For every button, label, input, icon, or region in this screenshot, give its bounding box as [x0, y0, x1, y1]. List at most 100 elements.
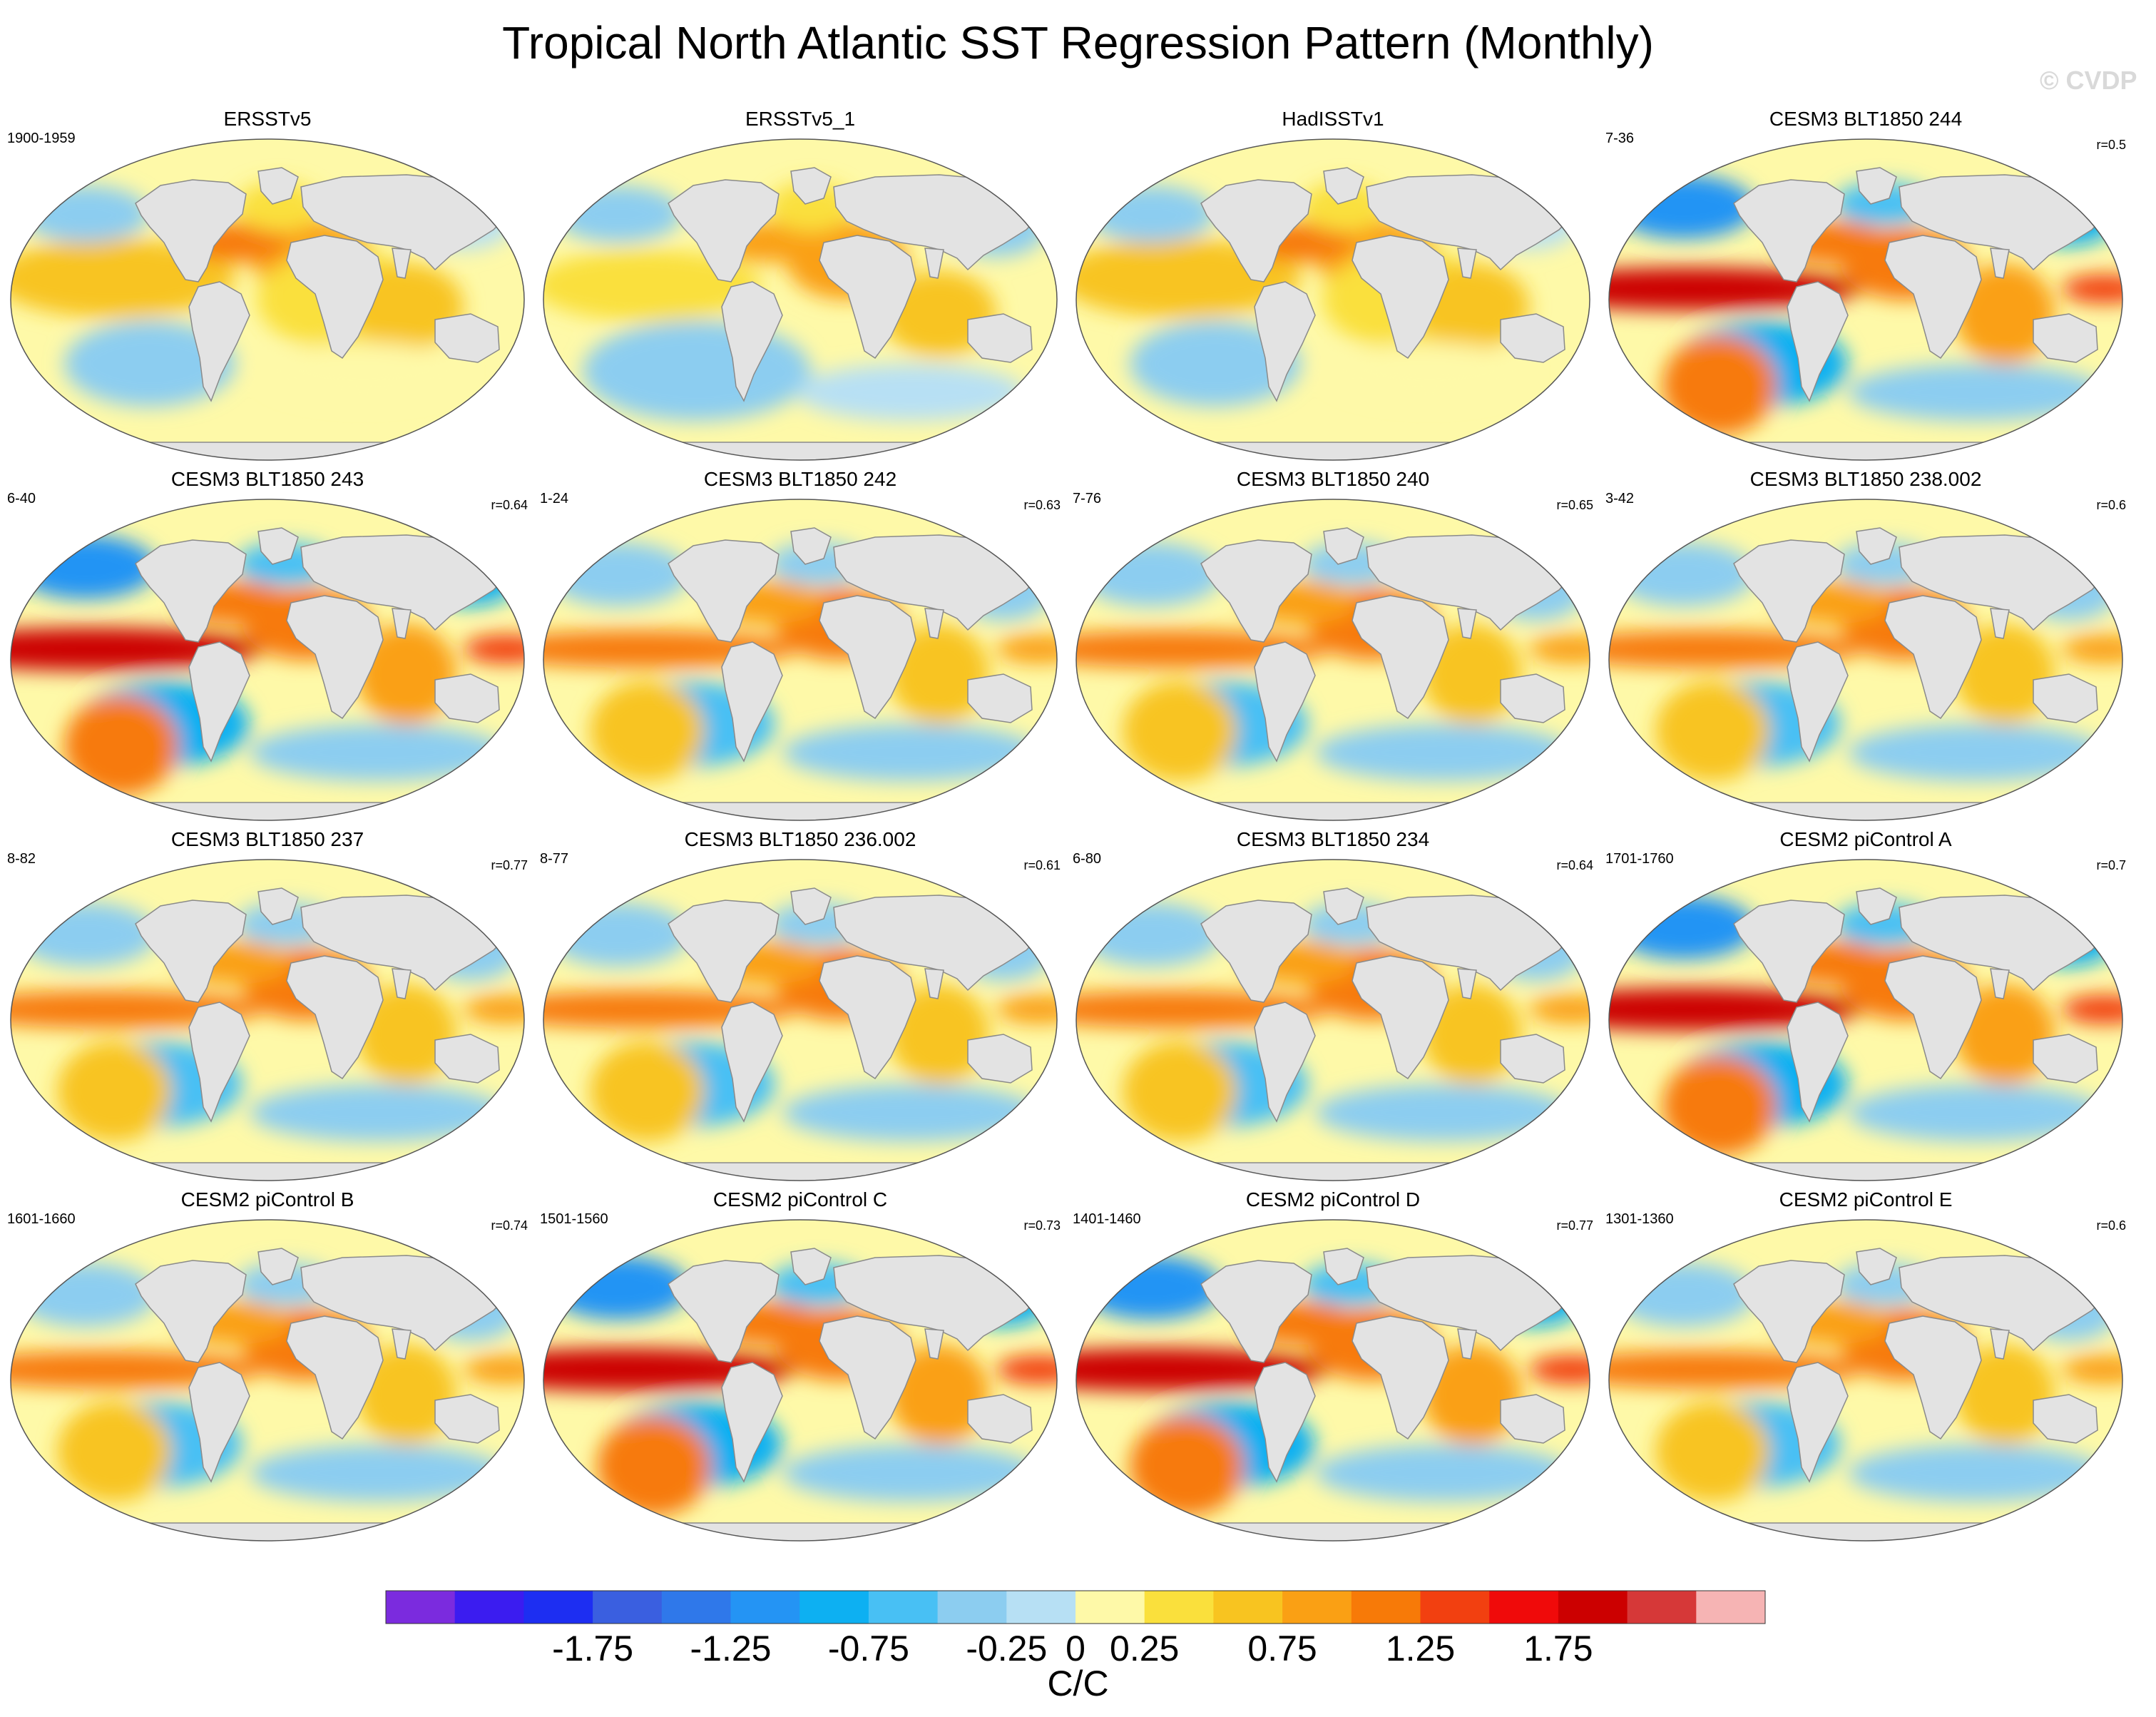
map-outline: [10, 1219, 525, 1542]
panel-period-label: 1501-1560: [540, 1211, 608, 1227]
panel-correlation-label: r=0.63: [1023, 498, 1061, 512]
robinson-map: [10, 859, 525, 1181]
land-mass: [286, 1315, 384, 1440]
map-panel: CESM2 piControl D 1401-1460 r=0.77: [1073, 1188, 1593, 1544]
sst-anomaly-region: [1315, 724, 1572, 781]
land-mass: [721, 641, 783, 763]
sst-anomaly-region: [14, 1263, 157, 1327]
sst-anomaly-region: [1301, 182, 1386, 232]
land-mass: [188, 641, 250, 763]
sst-anomaly-region: [1955, 1345, 2055, 1445]
panel-correlation-label: r=0.77: [491, 858, 528, 872]
map-panel: CESM3 BLT1850 243 6-40 r=0.64: [7, 467, 528, 824]
sst-anomaly-region: [1613, 542, 1755, 606]
arctic-band: [11, 499, 524, 516]
panel-title: CESM3 BLT1850 234: [1236, 828, 1430, 850]
colorbar-bin: [1076, 1591, 1145, 1624]
land-mass: [1884, 1315, 1982, 1440]
land-mass: [819, 235, 916, 360]
colorbar-tick-label: -0.75: [828, 1629, 909, 1668]
land-mass: [1884, 235, 1982, 360]
land-mass: [924, 248, 944, 279]
sst-anomaly-region: [1087, 185, 1215, 243]
land-mass: [1323, 527, 1364, 565]
land-mass: [1733, 1260, 1845, 1363]
sst-anomaly-region: [1529, 635, 1590, 663]
colorbar-bin: [1627, 1591, 1697, 1624]
sst-anomaly-region: [1848, 724, 2105, 781]
land-mass: [434, 1034, 500, 1084]
sst-anomaly-region: [1130, 321, 1301, 407]
map-outline: [1608, 138, 2123, 461]
sst-anomaly-region: [1315, 1445, 1572, 1502]
land-mass: [1200, 1260, 1312, 1363]
sst-anomaly-region: [996, 1355, 1057, 1384]
land-mass: [1990, 1328, 2010, 1360]
robinson-map: [1076, 1219, 1590, 1542]
sst-anomaly-region: [590, 1041, 704, 1141]
panel-title: CESM2 piControl E: [1779, 1188, 1953, 1211]
land-mass: [1323, 887, 1364, 925]
sst-anomaly-region: [1080, 902, 1222, 967]
sst-anomaly-region: [1655, 681, 1769, 781]
panel-title: CESM2 piControl B: [180, 1188, 354, 1211]
colorbar-bin: [1006, 1591, 1076, 1624]
colorbar-tick-label: 0: [1066, 1629, 1085, 1668]
figure-title: Tropical North Atlantic SST Regression P…: [502, 17, 1654, 68]
sst-anomaly-region: [2062, 995, 2122, 1024]
map-outline: [10, 859, 525, 1181]
sst-anomaly-region: [14, 902, 157, 967]
sst-anomaly-region: [590, 681, 704, 781]
colorbar: -1.75 -1.25 -0.75 -0.25 0 0.25 0.75 1.25 1.75 C/…: [0, 1584, 2156, 1712]
land-mass: [1787, 281, 1849, 402]
land-mass: [790, 527, 832, 565]
map-panel: CESM3 BLT1850 244 7-36 r=0.5: [1605, 107, 2126, 464]
land-mass: [1884, 955, 1982, 1080]
land-mass: [1500, 1394, 1565, 1444]
land-mass: [1254, 1002, 1316, 1123]
land-mass: [1990, 248, 2010, 279]
land-mass: [1856, 167, 1897, 205]
sst-anomaly-region: [1955, 624, 2055, 724]
sst-anomaly-region: [1609, 268, 1862, 310]
sst-anomaly-region: [2062, 275, 2122, 303]
sst-anomaly-region: [14, 535, 157, 599]
colorbar-bin: [523, 1591, 593, 1624]
panel-title: CESM2 piControl D: [1245, 1188, 1421, 1211]
land-mass: [1990, 968, 2010, 999]
sst-anomaly-region: [782, 1084, 1039, 1141]
land-mass: [967, 673, 1033, 723]
sst-anomaly-region: [235, 182, 321, 232]
land-mass: [188, 281, 250, 402]
sst-anomaly-region: [1329, 342, 1529, 399]
sst-anomaly-region: [547, 542, 690, 606]
sst-anomaly-region: [554, 185, 683, 243]
sst-anomaly-region: [1613, 1263, 1755, 1327]
panel-correlation-label: r=0.7: [2096, 858, 2126, 872]
robinson-map: [543, 499, 1058, 821]
land-mass: [257, 1248, 299, 1285]
arctic-band: [543, 1220, 1057, 1236]
sst-anomaly-region: [464, 1355, 524, 1384]
land-mass: [2033, 1034, 2098, 1084]
arctic-band: [543, 499, 1057, 516]
land-mass: [967, 313, 1033, 363]
land-mass: [819, 1315, 916, 1440]
sst-anomaly-region: [543, 1348, 797, 1391]
colorbar-bin: [1489, 1591, 1559, 1624]
land-mass: [434, 1394, 500, 1444]
land-mass: [721, 281, 783, 402]
panel-title: HadISSTv1: [1282, 108, 1384, 130]
colorbar-bin: [454, 1591, 524, 1624]
land-mass: [924, 968, 944, 999]
arctic-band: [11, 1220, 524, 1236]
sst-anomaly-region: [996, 995, 1057, 1024]
land-mass: [819, 955, 916, 1080]
panel-title: CESM2 piControl A: [1779, 828, 1952, 850]
sst-anomaly-region: [1529, 995, 1590, 1024]
sst-anomaly-region: [543, 250, 761, 321]
map-outline: [1076, 138, 1590, 461]
land-mass: [257, 887, 299, 925]
panel-title: CESM3 BLT1850 243: [170, 468, 364, 490]
sst-anomaly-region: [64, 696, 178, 795]
